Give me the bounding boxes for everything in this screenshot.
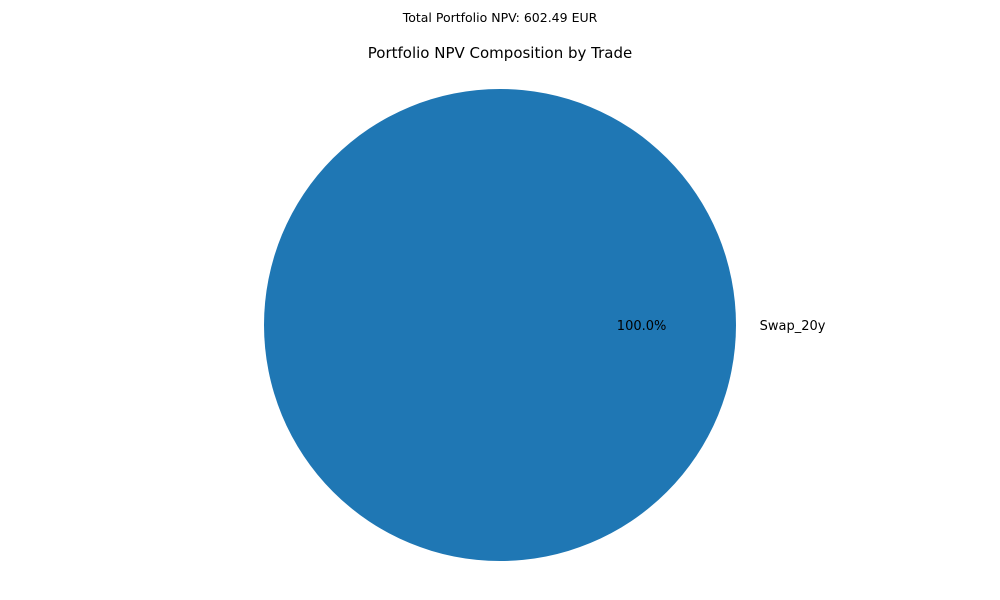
pie-labels: Swap_20y 100.0%	[617, 319, 826, 334]
slice-percent-label: 100.0%	[617, 319, 667, 334]
chart-title: Portfolio NPV Composition by Trade	[368, 44, 632, 62]
pie-slice	[264, 89, 736, 561]
figure-suptitle: Total Portfolio NPV: 602.49 EUR	[402, 10, 598, 25]
pie-slices	[264, 89, 736, 561]
slice-category-label: Swap_20y	[760, 319, 826, 334]
